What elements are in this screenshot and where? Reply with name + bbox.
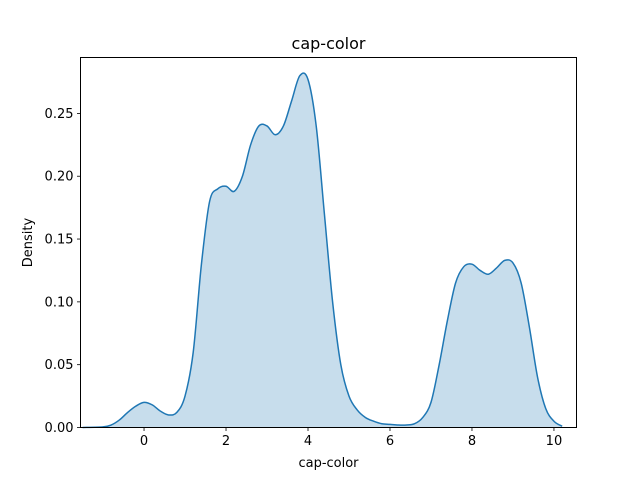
plot-area [82,72,563,429]
chart-title: cap-color [292,34,366,53]
y-tick-label: 0.20 [45,170,74,185]
y-tick-label: 0.10 [45,295,74,310]
y-tick-label: 0.05 [45,358,74,373]
x-tick-label: 4 [304,434,312,449]
x-axis-ticks: 0 2 4 6 8 10 [140,427,563,449]
x-tick-label: 10 [546,434,563,449]
density-area [82,73,563,428]
y-axis-label: Density [21,217,36,267]
y-tick-label: 0.00 [45,421,74,436]
y-tick-label: 0.25 [45,107,74,122]
x-tick-label: 0 [140,434,148,449]
x-tick-label: 2 [222,434,230,449]
plot-frame [80,57,577,428]
x-tick-label: 8 [468,434,476,449]
x-tick-label: 6 [386,434,394,449]
y-tick-label: 0.15 [45,233,74,248]
density-curve [82,72,563,429]
x-axis-label: cap-color [298,456,359,471]
y-axis-ticks: 0.00 0.05 0.10 0.15 0.20 0.25 [45,107,81,436]
